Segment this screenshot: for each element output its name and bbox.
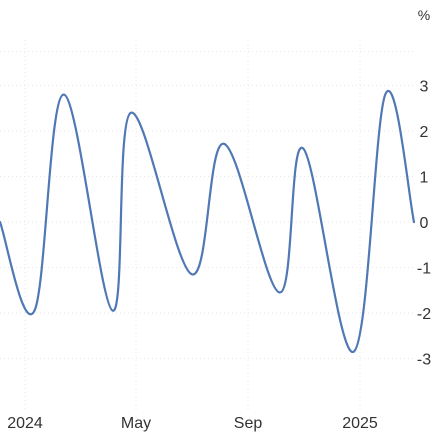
unit-label: %	[418, 7, 430, 23]
y-tick-label: 1	[420, 170, 429, 187]
series-line	[0, 89, 416, 353]
y-tick-label: -2	[417, 306, 431, 323]
x-tick-label: Sep	[234, 415, 263, 432]
x-tick-label: 2025	[342, 415, 378, 432]
grid-lines	[0, 40, 414, 412]
y-tick-label: 3	[420, 79, 429, 96]
y-tick-label: -3	[417, 352, 431, 369]
x-axis-labels: 2024 May Sep 2025	[7, 415, 378, 432]
y-tick-label: -1	[417, 261, 431, 278]
y-tick-label: 2	[420, 124, 429, 141]
y-tick-label: 0	[420, 215, 429, 232]
x-tick-label: 2024	[7, 415, 43, 432]
y-axis-labels: 3 2 1 0 -1 -2 -3	[417, 79, 431, 369]
series-layer	[0, 89, 416, 353]
x-tick-label: May	[121, 415, 151, 432]
